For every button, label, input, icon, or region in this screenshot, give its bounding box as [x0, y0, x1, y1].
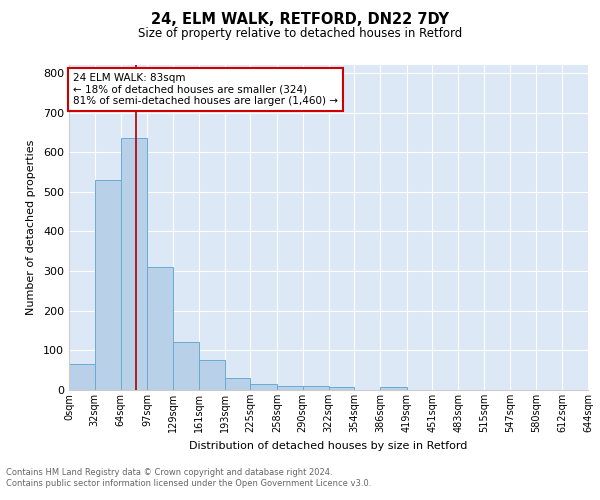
Bar	[69, 364, 95, 390]
Text: 24, ELM WALK, RETFORD, DN22 7DY: 24, ELM WALK, RETFORD, DN22 7DY	[151, 12, 449, 28]
Bar	[277, 386, 303, 390]
Bar	[147, 267, 173, 390]
Bar	[199, 360, 224, 390]
Bar	[329, 387, 354, 390]
Bar	[380, 387, 407, 390]
Text: Size of property relative to detached houses in Retford: Size of property relative to detached ho…	[138, 28, 462, 40]
Bar	[173, 342, 199, 390]
Bar	[95, 180, 121, 390]
Bar	[121, 138, 147, 390]
X-axis label: Distribution of detached houses by size in Retford: Distribution of detached houses by size …	[190, 440, 467, 450]
Text: 24 ELM WALK: 83sqm
← 18% of detached houses are smaller (324)
81% of semi-detach: 24 ELM WALK: 83sqm ← 18% of detached hou…	[73, 73, 338, 106]
Text: Contains HM Land Registry data © Crown copyright and database right 2024.
Contai: Contains HM Land Registry data © Crown c…	[6, 468, 371, 487]
Bar	[250, 384, 277, 390]
Bar	[224, 378, 250, 390]
Bar	[303, 386, 329, 390]
Y-axis label: Number of detached properties: Number of detached properties	[26, 140, 36, 315]
